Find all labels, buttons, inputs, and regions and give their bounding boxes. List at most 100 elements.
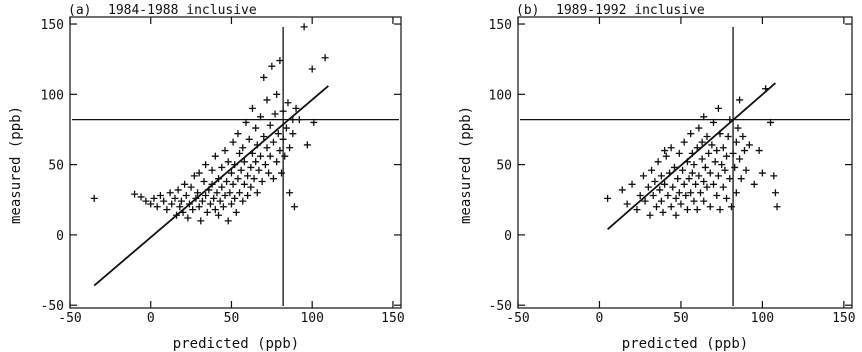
panel-a-data-point: [232, 208, 240, 216]
panel-a-data-point: [273, 90, 281, 98]
panel-a-data-point: [244, 172, 252, 180]
panel-b-data-point: [690, 197, 698, 205]
panel-b-data-point: [687, 189, 695, 197]
panel-b-data-point: [723, 194, 731, 202]
panel-b-data-point: [711, 158, 719, 166]
panel-a-x-tick-label: 150: [381, 311, 404, 326]
panel-a-data-point: [202, 192, 210, 200]
panel-b-data-point: [714, 172, 722, 180]
panel-b-data-point: [726, 116, 734, 124]
panel-a-label: (a): [68, 3, 91, 18]
panel-a-data-point: [290, 203, 298, 211]
panel-a-data-point: [242, 118, 250, 126]
panel-b-regression-line: [607, 82, 777, 230]
panel-a-data-point: [255, 166, 263, 174]
panel-b-data-point: [719, 144, 727, 152]
panel-a-data-point: [247, 183, 255, 191]
panel-b-data-point: [698, 155, 706, 163]
panel-b-data-point: [706, 203, 714, 211]
panel-a-data-point: [308, 65, 316, 73]
panel-a-data-point: [229, 138, 237, 146]
panel-b-data-point: [675, 149, 683, 157]
panel-b-data-point: [618, 186, 626, 194]
panel-a-data-point: [163, 206, 171, 214]
panel-b-data-point: [646, 211, 654, 219]
panel-a-data-point: [263, 96, 271, 104]
panel-a-data-point: [173, 211, 181, 219]
panel-a-data-point: [236, 149, 244, 157]
panel-b-data-point: [771, 189, 779, 197]
panel-b-y-tick-label: 50: [496, 159, 512, 174]
panel-a-data-point: [279, 107, 287, 115]
panel-a-y-tick-label: -50: [41, 299, 64, 314]
panel-a-data-point: [284, 99, 292, 107]
panel-b-data-point: [700, 113, 708, 121]
panel-a-frame: [69, 16, 402, 309]
panel-b-data-point: [731, 163, 739, 171]
panel-b-data-point: [685, 175, 693, 183]
panel-b-x-tick-label: 50: [673, 311, 689, 326]
panel-a-data-point: [236, 189, 244, 197]
panel-a-data-point: [234, 130, 242, 138]
panel-a-data-point: [184, 214, 192, 222]
panel-b-data-point: [716, 130, 724, 138]
panel-a-data-point: [261, 161, 269, 169]
panel-b-data-point: [721, 166, 729, 174]
panel-b-data-point: [661, 180, 669, 188]
panel-a-data-point: [142, 197, 150, 205]
panel-a-y-tick-label: 50: [48, 159, 64, 174]
panel-b-x-tick-label: -50: [506, 311, 529, 326]
panel-a-data-point: [269, 138, 277, 146]
panel-a-data-point: [282, 124, 290, 132]
panel-a-data-point: [231, 194, 239, 202]
panel-b-data-point: [651, 177, 659, 185]
panel-a-data-point: [185, 200, 193, 208]
panel-a-data-point: [286, 144, 294, 152]
panel-b-data-point: [639, 172, 647, 180]
panel-a-data-point: [253, 189, 261, 197]
panel-b-data-point: [734, 124, 742, 132]
panel-a-data-point: [189, 206, 197, 214]
panel-b-data-point: [679, 166, 687, 174]
panel-b-data-point: [667, 144, 675, 152]
panel-a-data-point: [245, 135, 253, 143]
panel-b-data-point: [726, 175, 734, 183]
panel-a-data-point: [131, 190, 139, 198]
panel-a-data-point: [197, 217, 205, 225]
panel-a-data-point: [239, 144, 247, 152]
panel-b-data-point: [698, 138, 706, 146]
panel-b-data-point: [736, 155, 744, 163]
panel-b-data-point: [677, 200, 685, 208]
panel-b-data-point: [690, 161, 698, 169]
panel-a-data-point: [265, 169, 273, 177]
panel-b-data-point: [667, 203, 675, 211]
panel-b-data-point: [695, 172, 703, 180]
panel-a-data-point: [286, 189, 294, 197]
panel-b-data-point: [604, 194, 612, 202]
panel-a-data-point: [160, 197, 168, 205]
panel-b-data-point: [706, 169, 714, 177]
panel-a-data-point: [263, 144, 271, 152]
panel-b-data-point: [710, 180, 718, 188]
panel-a-data-point: [258, 177, 266, 185]
panel-a-y-axis-label: measured (ppb): [8, 106, 24, 224]
panel-a-data-point: [227, 169, 235, 177]
panel-b-data-point: [750, 180, 758, 188]
panel-b-data-point: [636, 192, 644, 200]
panel-b-data-point: [714, 104, 722, 112]
panel-a-data-point: [253, 141, 261, 149]
panel-a-data-point: [176, 203, 184, 211]
panel-a-data-point: [248, 149, 256, 157]
panel-b-data-point: [633, 206, 641, 214]
panel-a-data-point: [218, 163, 226, 171]
panel-a-data-point: [166, 189, 174, 197]
panel-a-data-point: [278, 169, 286, 177]
panel-a-data-point: [271, 110, 279, 118]
panel-a-data-point: [187, 183, 195, 191]
panel-a-data-point: [227, 200, 235, 208]
panel-a-data-point: [289, 130, 297, 138]
panel-a-data-point: [260, 132, 268, 140]
panel-a-data-point: [171, 194, 179, 202]
panel-b-data-point: [669, 183, 677, 191]
panel-a-points: [90, 23, 329, 225]
